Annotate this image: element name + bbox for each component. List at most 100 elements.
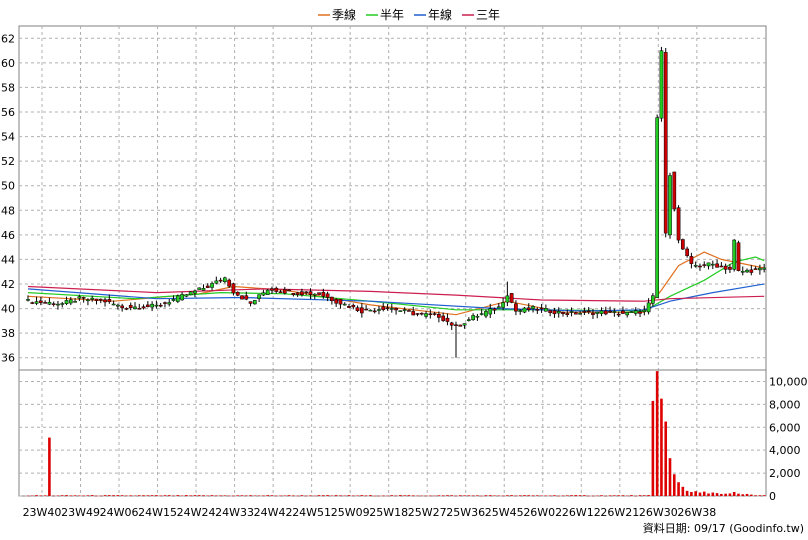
price-axis-ticks: 36 38 40 42 44 46 48 50 52 54 56 58 60 62 [1, 32, 15, 364]
candle-body [282, 289, 287, 294]
volume-bar [339, 495, 342, 496]
volume-bar [668, 458, 672, 496]
price-tick-label: 42 [1, 278, 15, 291]
x-tick-label: 26W21 [600, 506, 639, 519]
candle-body [167, 302, 172, 305]
candle-body [64, 300, 69, 304]
x-tick-label: 25W45 [485, 506, 524, 519]
volume-bar [129, 495, 133, 496]
candle-body [368, 309, 373, 312]
volume-bar [292, 495, 295, 496]
volume-bar [253, 495, 257, 497]
volume-bar [232, 495, 235, 497]
candle-body [47, 301, 52, 305]
volume-bar [116, 495, 120, 496]
volume-bar [99, 495, 103, 497]
volume-bar [60, 495, 64, 496]
candlesticks [26, 46, 767, 358]
volume-bars [26, 371, 766, 497]
volume-bar [625, 495, 629, 497]
volume-bar [244, 495, 248, 496]
volume-bar [501, 495, 505, 497]
price-grid [19, 26, 766, 370]
volume-bar [600, 495, 603, 496]
candle-body [364, 308, 368, 311]
volume-bar [672, 474, 676, 496]
candle-body [569, 311, 574, 313]
volume-bar [553, 495, 556, 496]
volume-bar [227, 495, 231, 497]
candle-body [437, 313, 441, 318]
candle-body [240, 295, 244, 300]
candle-body [223, 277, 227, 282]
volume-bar [527, 495, 531, 496]
candle-body [342, 303, 347, 306]
volume-bar [565, 495, 569, 496]
candle-body [38, 300, 43, 303]
volume-bar [185, 495, 188, 496]
candle-body [501, 302, 505, 308]
volume-bar [548, 495, 552, 497]
price-tick-label: 36 [1, 352, 15, 365]
price-plot-frame [18, 25, 767, 371]
volume-bar [137, 495, 141, 496]
candle-body [715, 263, 719, 268]
candle-body [728, 266, 732, 270]
volume-bar [120, 495, 124, 496]
volume-bar [394, 495, 398, 497]
candle-body [689, 256, 694, 264]
candle-body [116, 304, 120, 307]
candle-body [351, 304, 356, 308]
x-tick-label: 24W42 [254, 506, 293, 519]
volume-bar [52, 495, 55, 497]
volume-bar [690, 491, 693, 496]
candle-body [582, 311, 587, 313]
volume-bar [215, 495, 218, 496]
volume-bar [493, 495, 496, 496]
volume-bar [707, 493, 710, 496]
candle-body [394, 308, 398, 311]
candle-body [193, 290, 197, 294]
volume-bar [720, 493, 723, 496]
volume-bar [561, 495, 565, 497]
candle-body [407, 310, 411, 312]
candle-body [672, 171, 677, 210]
candle-body [749, 269, 754, 273]
volume-bar [715, 493, 719, 496]
price-tick-label: 40 [1, 303, 15, 316]
candle-body [210, 283, 214, 288]
candle-body [150, 303, 154, 308]
volume-bar [711, 492, 715, 496]
candle-body [454, 324, 458, 326]
volume-bar [364, 495, 368, 496]
volume-bar [90, 495, 94, 496]
candle-body [86, 299, 90, 302]
candle-body [304, 291, 309, 294]
volume-bar [43, 495, 47, 496]
candle-body [381, 306, 386, 310]
volume-bar [647, 495, 650, 496]
volume-bar [274, 495, 278, 497]
candle-body [175, 295, 180, 302]
volume-bar [347, 495, 351, 496]
volume-bar [236, 495, 240, 496]
candle-body [51, 303, 56, 305]
volume-bar [326, 495, 329, 496]
volume-bar [373, 495, 376, 497]
candle-body [385, 307, 390, 309]
x-tick-label: 24W24 [177, 506, 216, 519]
volume-bar [39, 495, 43, 496]
volume-bar [26, 495, 30, 497]
x-tick-label: 24W33 [215, 506, 254, 519]
volume-bar [210, 495, 214, 496]
volume-bar [163, 495, 167, 496]
candle-body [214, 280, 219, 284]
candle-body [758, 267, 762, 271]
candle-body [676, 207, 681, 241]
candle-body [252, 300, 257, 305]
price-tick-label: 46 [1, 229, 15, 242]
candle-body [111, 303, 116, 306]
x-tick-label: 25W36 [446, 506, 485, 519]
volume-bar [176, 495, 180, 496]
